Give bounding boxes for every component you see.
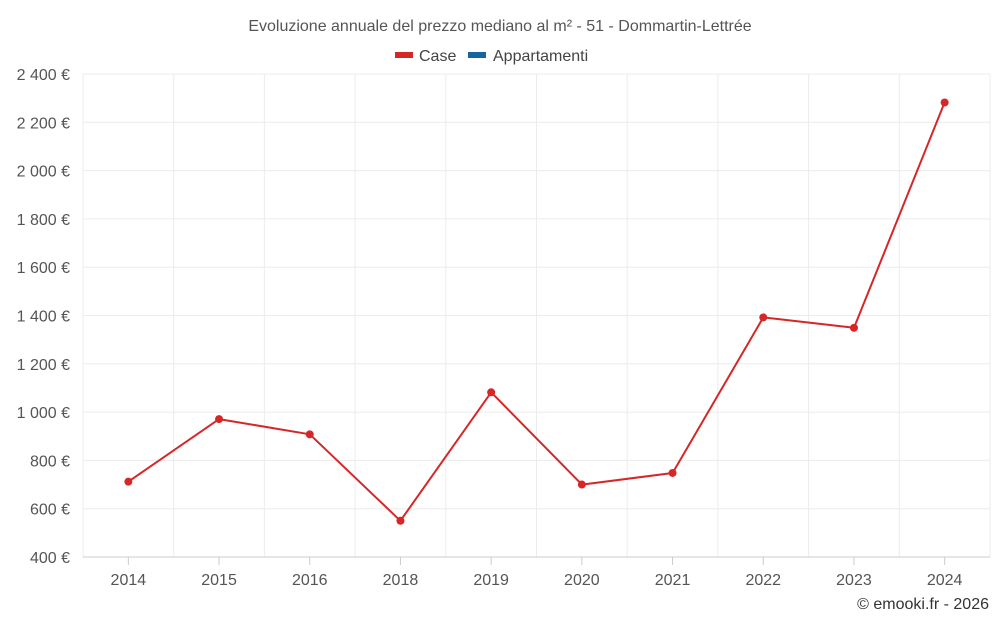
data-point[interactable] — [215, 415, 224, 424]
x-tick-label: 2022 — [745, 572, 781, 589]
chart-title: Evoluzione annuale del prezzo mediano al… — [248, 18, 751, 35]
data-point[interactable] — [940, 98, 949, 107]
legend-item-appartamenti[interactable]: Appartamenti — [468, 48, 588, 65]
legend: Case Appartamenti — [395, 48, 588, 65]
x-tick-label: 2014 — [111, 572, 147, 589]
y-tick-label: 1 800 € — [17, 212, 70, 229]
y-tick-label: 1 600 € — [17, 260, 70, 277]
x-tick-label: 2019 — [473, 572, 509, 589]
y-tick-label: 1 400 € — [17, 309, 70, 326]
x-tick-label: 2020 — [564, 572, 600, 589]
data-point[interactable] — [759, 313, 768, 322]
series — [124, 98, 949, 525]
legend-swatch-appartamenti — [468, 52, 486, 58]
data-point[interactable] — [305, 430, 314, 439]
legend-label-case: Case — [419, 48, 456, 65]
series-line-case — [127, 102, 946, 522]
y-tick-label: 400 € — [30, 550, 70, 567]
data-point[interactable] — [396, 516, 405, 525]
x-tick-label: 2015 — [201, 572, 237, 589]
data-point[interactable] — [487, 388, 496, 397]
legend-label-appartamenti: Appartamenti — [493, 48, 588, 65]
y-tick-label: 1 200 € — [17, 357, 70, 374]
x-tick-label: 2018 — [383, 572, 419, 589]
legend-swatch-case — [395, 52, 413, 58]
y-tick-label: 600 € — [30, 502, 70, 519]
data-point[interactable] — [668, 468, 677, 477]
x-tick-label: 2021 — [655, 572, 691, 589]
y-tick-label: 1 000 € — [17, 405, 70, 422]
data-point[interactable] — [849, 323, 858, 332]
y-tick-label: 2 400 € — [17, 67, 70, 84]
y-tick-label: 2 000 € — [17, 164, 70, 181]
x-tick-label: 2016 — [292, 572, 328, 589]
x-tick-label: 2023 — [836, 572, 872, 589]
credit-text: © emooki.fr - 2026 — [857, 596, 989, 613]
x-tick-labels: 2014 2015 2016 2018 2019 2020 2021 2022 2023 2024 — [111, 557, 963, 589]
y-tick-label: 800 € — [30, 453, 70, 470]
legend-item-case[interactable]: Case — [395, 48, 456, 65]
x-tick-label: 2024 — [927, 572, 963, 589]
y-tick-label: 2 200 € — [17, 115, 70, 132]
data-point[interactable] — [124, 477, 133, 486]
data-point[interactable] — [577, 480, 586, 489]
y-tick-labels: 400 € 600 € 800 € 1 000 € 1 200 € 1 400 € 1 60… — [17, 67, 70, 567]
